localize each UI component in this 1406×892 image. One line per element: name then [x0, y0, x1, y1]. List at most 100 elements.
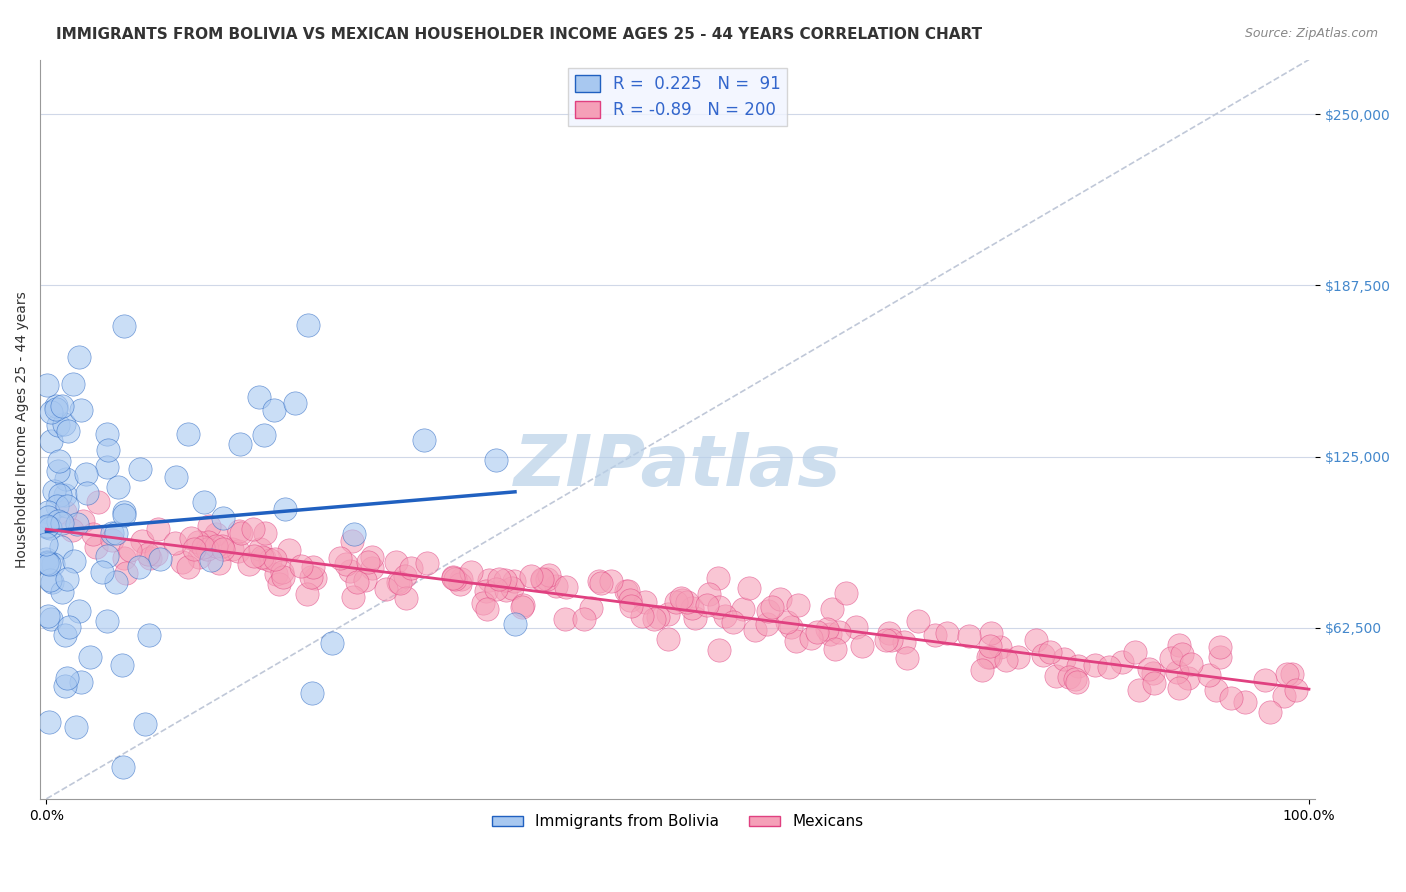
- Point: [37, 378, 59, 392]
- Point: [357, 555, 380, 569]
- Point: [51, 584, 73, 599]
- Point: [321, 636, 343, 650]
- Point: [111, 658, 134, 673]
- Point: [980, 625, 1002, 640]
- Point: [444, 573, 467, 587]
- Point: [361, 561, 384, 575]
- Point: [39, 405, 62, 419]
- Point: [82, 526, 104, 541]
- Point: [274, 501, 297, 516]
- Point: [299, 570, 322, 584]
- Point: [828, 625, 851, 640]
- Point: [247, 390, 270, 404]
- Point: [198, 518, 221, 533]
- Point: [1260, 705, 1282, 719]
- Point: [45, 401, 67, 416]
- Point: [112, 505, 135, 519]
- Point: [180, 531, 202, 545]
- Point: [416, 556, 439, 570]
- Point: [776, 615, 799, 629]
- Point: [177, 560, 200, 574]
- Point: [53, 488, 76, 502]
- Point: [100, 525, 122, 540]
- Point: [503, 616, 526, 631]
- Point: [756, 603, 779, 617]
- Point: [67, 350, 90, 364]
- Point: [278, 542, 301, 557]
- Point: [488, 572, 510, 586]
- Point: [1111, 655, 1133, 669]
- Point: [38, 574, 60, 588]
- Point: [1063, 673, 1085, 687]
- Point: [87, 494, 110, 508]
- Point: [163, 535, 186, 549]
- Point: [1166, 665, 1188, 680]
- Point: [259, 552, 281, 566]
- Point: [56, 671, 79, 685]
- Point: [148, 552, 170, 566]
- Point: [780, 620, 803, 634]
- Point: [200, 553, 222, 567]
- Point: [1123, 644, 1146, 658]
- Point: [619, 599, 641, 613]
- Point: [495, 583, 517, 598]
- Point: [1180, 657, 1202, 671]
- Point: [44, 483, 66, 498]
- Point: [37, 609, 59, 624]
- Point: [207, 556, 229, 570]
- Point: [205, 539, 228, 553]
- Point: [183, 542, 205, 557]
- Text: IMMIGRANTS FROM BOLIVIA VS MEXICAN HOUSEHOLDER INCOME AGES 25 - 44 YEARS CORRELA: IMMIGRANTS FROM BOLIVIA VS MEXICAN HOUSE…: [56, 27, 983, 42]
- Point: [806, 625, 828, 640]
- Point: [263, 402, 285, 417]
- Point: [361, 550, 384, 565]
- Point: [824, 642, 846, 657]
- Point: [76, 485, 98, 500]
- Point: [136, 547, 159, 561]
- Point: [84, 541, 107, 555]
- Point: [769, 592, 792, 607]
- Point: [744, 623, 766, 637]
- Point: [738, 581, 761, 595]
- Point: [131, 534, 153, 549]
- Point: [66, 516, 89, 531]
- Point: [1160, 651, 1182, 665]
- Point: [302, 559, 325, 574]
- Point: [713, 608, 735, 623]
- Point: [815, 623, 838, 637]
- Point: [821, 601, 844, 615]
- Point: [471, 596, 494, 610]
- Point: [647, 610, 669, 624]
- Point: [494, 573, 516, 587]
- Point: [617, 583, 640, 598]
- Point: [1167, 638, 1189, 652]
- Point: [721, 615, 744, 629]
- Point: [35, 554, 58, 568]
- Point: [697, 587, 720, 601]
- Point: [544, 579, 567, 593]
- Point: [204, 527, 226, 541]
- Point: [335, 557, 357, 571]
- Point: [1039, 645, 1062, 659]
- Point: [187, 549, 209, 564]
- Point: [1066, 675, 1088, 690]
- Point: [70, 675, 93, 690]
- Point: [290, 559, 312, 574]
- Point: [145, 547, 167, 561]
- Point: [250, 550, 273, 565]
- Point: [1025, 632, 1047, 647]
- Point: [115, 566, 138, 580]
- Point: [1281, 666, 1303, 681]
- Point: [91, 565, 114, 579]
- Point: [72, 514, 94, 528]
- Point: [271, 565, 294, 579]
- Point: [128, 462, 150, 476]
- Point: [329, 551, 352, 566]
- Point: [75, 467, 97, 482]
- Point: [231, 525, 253, 540]
- Point: [1098, 660, 1121, 674]
- Point: [761, 599, 783, 614]
- Point: [79, 650, 101, 665]
- Point: [35, 537, 58, 551]
- Point: [441, 569, 464, 583]
